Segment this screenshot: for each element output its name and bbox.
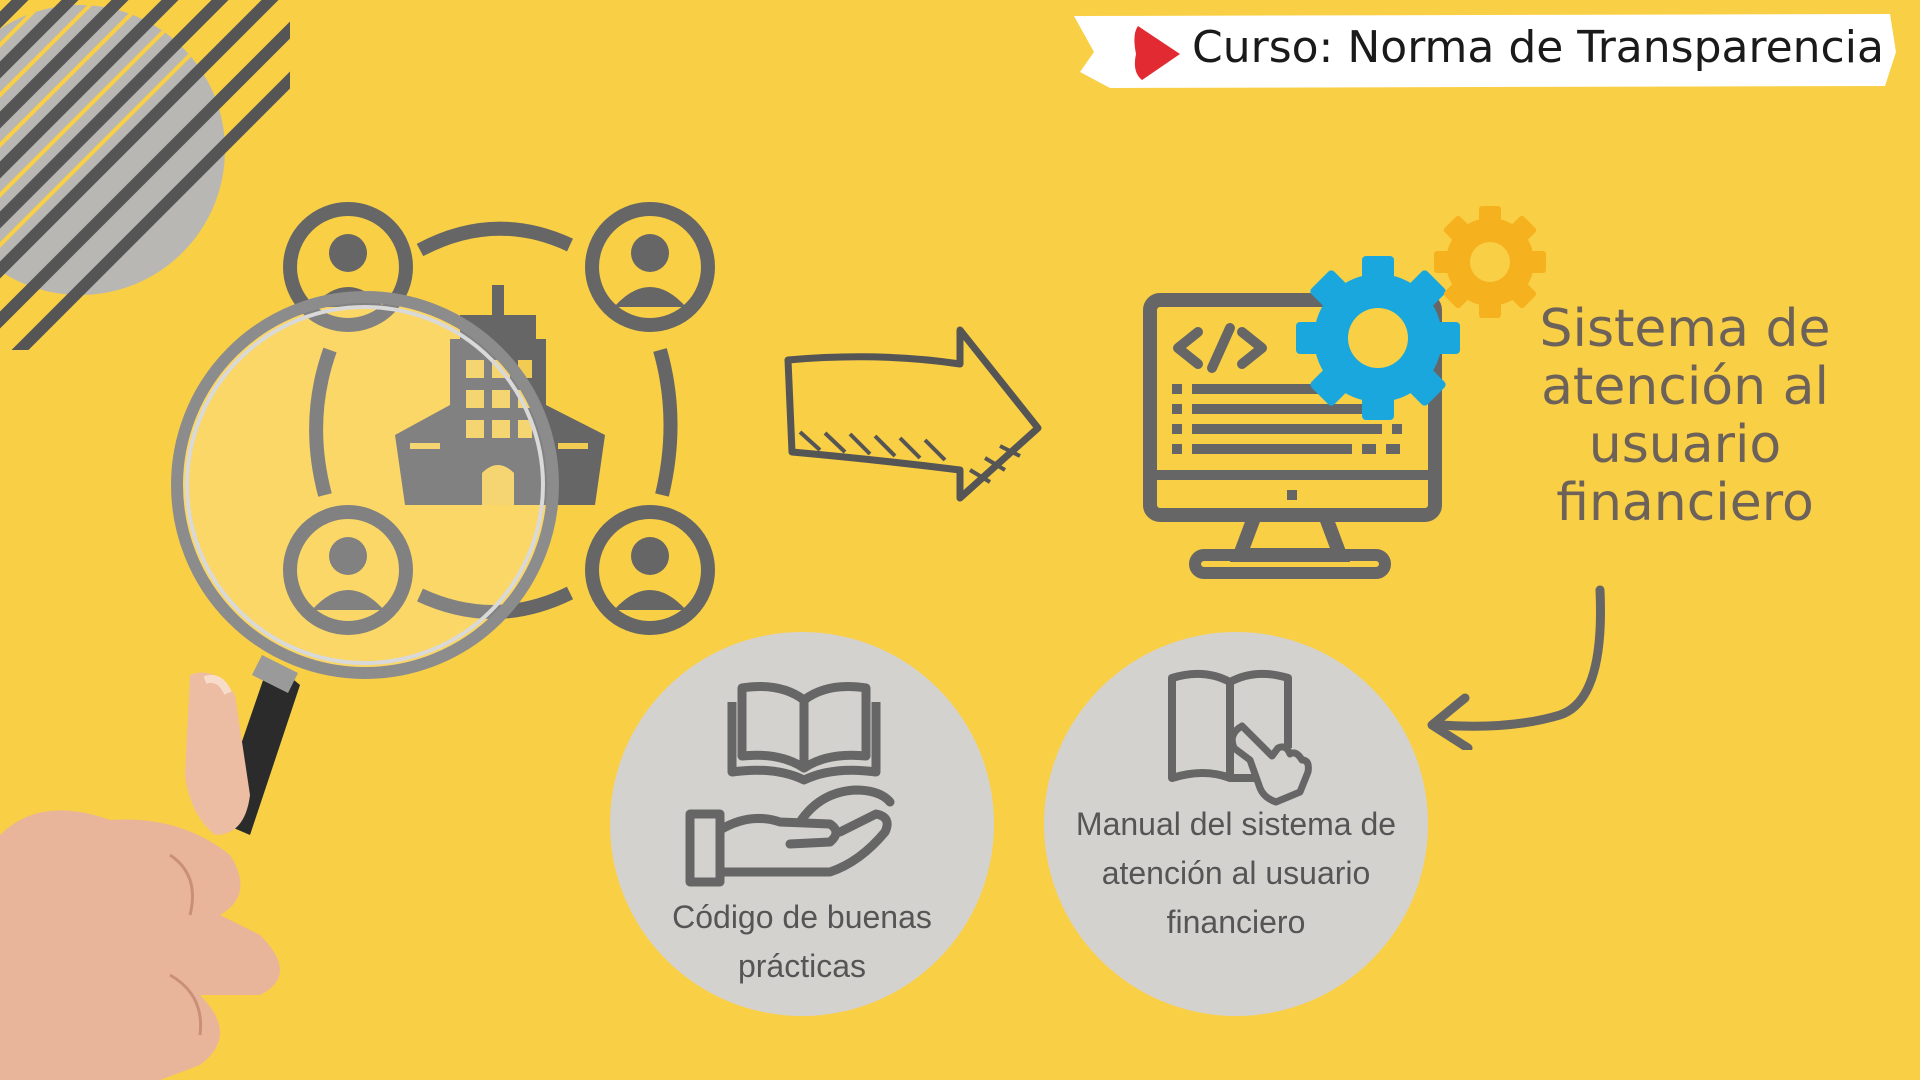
open-book-icon bbox=[1168, 669, 1292, 782]
title-banner bbox=[1074, 14, 1896, 88]
striped-corner-decoration bbox=[0, 0, 290, 350]
play-icon bbox=[1134, 26, 1180, 80]
gear-icon bbox=[1434, 206, 1546, 318]
system-manual-card bbox=[1044, 632, 1428, 1016]
pointing-hand-icon bbox=[1228, 722, 1312, 806]
user-icon bbox=[585, 202, 715, 332]
code-of-practice-label: Código de buenas prácticas bbox=[672, 899, 932, 984]
code-of-practice-card bbox=[610, 632, 994, 1016]
user-icon bbox=[585, 505, 715, 635]
code-icon bbox=[1173, 323, 1267, 373]
page-title: Curso: Norma de Transparencia bbox=[1192, 22, 1884, 73]
open-hand-icon bbox=[685, 785, 895, 887]
computer-monitor-icon bbox=[1143, 206, 1546, 579]
system-manual-label: Manual del sistema de atención al usuari… bbox=[1075, 806, 1397, 940]
right-arrow-icon bbox=[784, 326, 1042, 502]
open-book-icon bbox=[727, 682, 881, 785]
system-label: Sistema de atención al usuario financier… bbox=[1539, 299, 1831, 533]
magnifying-glass-icon bbox=[0, 291, 559, 1080]
user-icon bbox=[283, 505, 413, 635]
hand-icon bbox=[0, 672, 280, 1080]
gear-icon bbox=[1296, 256, 1460, 420]
curved-arrow-icon bbox=[1427, 585, 1605, 750]
